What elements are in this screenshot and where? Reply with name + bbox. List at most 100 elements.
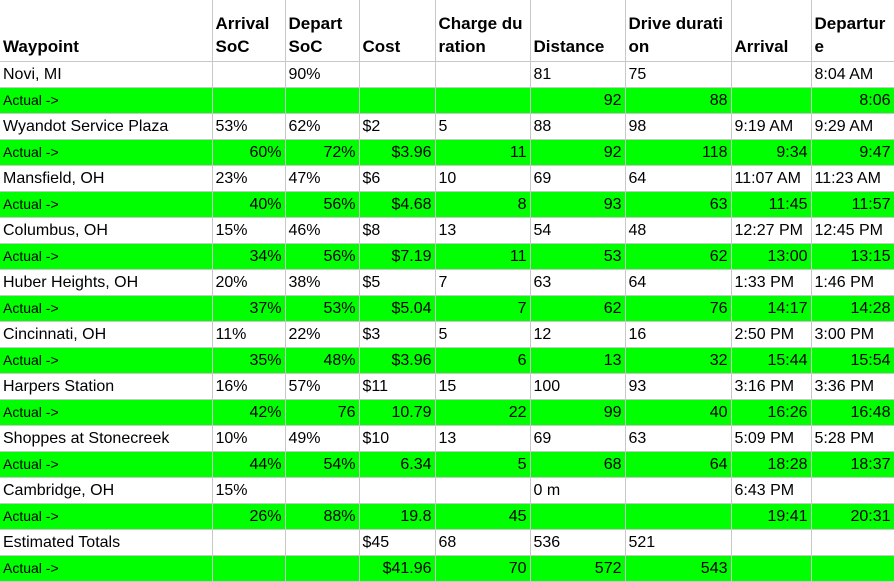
cell-arrival[interactable] [731,87,812,114]
cell-arrival[interactable]: 9:19 AM [731,113,812,140]
cell-waypoint[interactable]: Cambridge, OH [0,477,213,504]
cell-drive-duration[interactable]: 63 [625,191,732,218]
cell-departure[interactable]: 11:57 [811,191,894,218]
cell-arrival[interactable]: 12:27 PM [731,217,812,244]
cell-cost[interactable]: $45 [359,529,436,556]
cell-drive-duration[interactable]: 62 [625,243,732,270]
cell-arrival[interactable]: 16:26 [731,399,812,426]
cell-waypoint[interactable]: Actual -> [0,191,213,218]
cell-departure[interactable]: 9:29 AM [811,113,894,140]
cell-charge-duration[interactable]: 45 [435,503,531,530]
cell-arrival-soc[interactable]: 11% [212,321,286,348]
cell-departure[interactable]: 5:28 PM [811,425,894,452]
cell-departure[interactable]: 20:31 [811,503,894,530]
header-arrival-soc[interactable]: Arrival SoC [212,0,286,62]
cell-distance[interactable]: 0 m [530,477,626,504]
cell-distance[interactable]: 12 [530,321,626,348]
cell-charge-duration[interactable]: 22 [435,399,531,426]
cell-cost[interactable]: $7.19 [359,243,436,270]
cell-cost[interactable] [359,477,436,504]
cell-drive-duration[interactable]: 64 [625,165,732,192]
cell-charge-duration[interactable]: 5 [435,321,531,348]
cell-depart-soc[interactable]: 62% [285,113,360,140]
cell-arrival[interactable] [731,61,812,88]
cell-arrival-soc[interactable]: 16% [212,373,286,400]
header-waypoint[interactable]: Waypoint [0,0,213,62]
cell-charge-duration[interactable]: 11 [435,139,531,166]
cell-arrival-soc[interactable]: 10% [212,425,286,452]
cell-depart-soc[interactable]: 56% [285,191,360,218]
cell-depart-soc[interactable]: 49% [285,425,360,452]
cell-departure[interactable]: 11:23 AM [811,165,894,192]
cell-arrival-soc[interactable] [212,529,286,556]
cell-waypoint[interactable]: Actual -> [0,139,213,166]
cell-charge-duration[interactable]: 13 [435,425,531,452]
cell-depart-soc[interactable]: 47% [285,165,360,192]
cell-charge-duration[interactable]: 68 [435,529,531,556]
cell-charge-duration[interactable]: 10 [435,165,531,192]
cell-drive-duration[interactable]: 88 [625,87,732,114]
cell-drive-duration[interactable]: 521 [625,529,732,556]
cell-charge-duration[interactable]: 8 [435,191,531,218]
cell-arrival[interactable]: 15:44 [731,347,812,374]
cell-arrival-soc[interactable]: 40% [212,191,286,218]
cell-waypoint[interactable]: Estimated Totals [0,529,213,556]
cell-drive-duration[interactable]: 93 [625,373,732,400]
cell-cost[interactable]: $4.68 [359,191,436,218]
cell-waypoint[interactable]: Actual -> [0,295,213,322]
cell-cost[interactable]: $11 [359,373,436,400]
cell-departure[interactable]: 8:06 [811,87,894,114]
cell-arrival-soc[interactable]: 20% [212,269,286,296]
cell-arrival[interactable]: 18:28 [731,451,812,478]
cell-charge-duration[interactable]: 5 [435,451,531,478]
cell-distance[interactable]: 68 [530,451,626,478]
cell-arrival-soc[interactable]: 60% [212,139,286,166]
header-distance[interactable]: Distance [530,0,626,62]
cell-drive-duration[interactable]: 32 [625,347,732,374]
cell-arrival[interactable]: 5:09 PM [731,425,812,452]
header-depart-soc[interactable]: Depart SoC [285,0,360,62]
cell-waypoint[interactable]: Cincinnati, OH [0,321,213,348]
cell-cost[interactable]: 6.34 [359,451,436,478]
header-charge-duration[interactable]: Charge duration [435,0,531,62]
cell-charge-duration[interactable] [435,477,531,504]
cell-distance[interactable]: 100 [530,373,626,400]
cell-depart-soc[interactable] [285,529,360,556]
cell-waypoint[interactable]: Harpers Station [0,373,213,400]
cell-arrival[interactable]: 3:16 PM [731,373,812,400]
cell-distance[interactable]: 92 [530,87,626,114]
cell-waypoint[interactable]: Actual -> [0,87,213,114]
cell-arrival[interactable]: 11:07 AM [731,165,812,192]
cell-arrival-soc[interactable] [212,555,286,582]
cell-charge-duration[interactable] [435,87,531,114]
cell-departure[interactable]: 8:04 AM [811,61,894,88]
cell-drive-duration[interactable]: 75 [625,61,732,88]
cell-cost[interactable]: $2 [359,113,436,140]
cell-waypoint[interactable]: Shoppes at Stonecreek [0,425,213,452]
cell-waypoint[interactable]: Actual -> [0,555,213,582]
cell-departure[interactable] [811,555,894,582]
cell-distance[interactable]: 54 [530,217,626,244]
cell-waypoint[interactable]: Actual -> [0,399,213,426]
cell-charge-duration[interactable]: 7 [435,295,531,322]
cell-arrival-soc[interactable]: 23% [212,165,286,192]
cell-depart-soc[interactable] [285,477,360,504]
cell-depart-soc[interactable]: 38% [285,269,360,296]
cell-drive-duration[interactable] [625,503,732,530]
cell-depart-soc[interactable]: 22% [285,321,360,348]
cell-waypoint[interactable]: Actual -> [0,347,213,374]
cell-distance[interactable]: 69 [530,425,626,452]
cell-arrival[interactable] [731,529,812,556]
cell-charge-duration[interactable]: 7 [435,269,531,296]
header-arrival[interactable]: Arrival [731,0,812,62]
cell-depart-soc[interactable] [285,87,360,114]
cell-arrival-soc[interactable]: 15% [212,217,286,244]
cell-cost[interactable]: $3 [359,321,436,348]
cell-cost[interactable]: $5 [359,269,436,296]
cell-depart-soc[interactable]: 46% [285,217,360,244]
cell-arrival-soc[interactable]: 44% [212,451,286,478]
cell-distance[interactable]: 88 [530,113,626,140]
cell-charge-duration[interactable]: 11 [435,243,531,270]
cell-arrival[interactable]: 9:34 [731,139,812,166]
cell-arrival-soc[interactable] [212,87,286,114]
